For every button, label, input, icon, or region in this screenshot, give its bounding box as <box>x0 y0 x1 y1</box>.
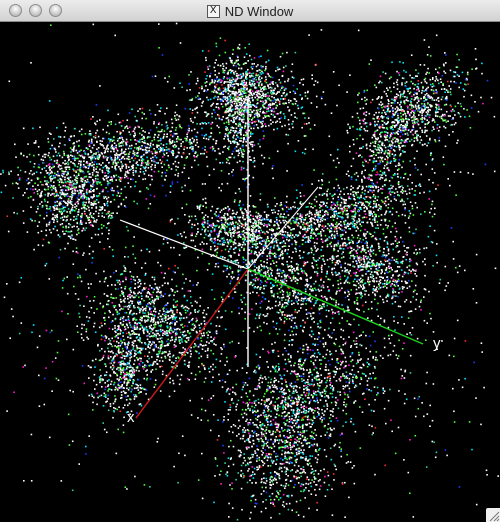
nd-scatter-plot[interactable]: x y <box>0 22 500 522</box>
axis-y-label: y <box>433 335 441 352</box>
x11-window-icon: X <box>206 4 220 18</box>
axes-group: x y <box>119 97 441 426</box>
zoom-button[interactable] <box>49 4 62 17</box>
window-title: ND Window <box>224 3 294 19</box>
title-bar[interactable]: X ND Window <box>0 0 500 22</box>
close-button[interactable] <box>9 4 22 17</box>
axis-depth <box>119 219 249 270</box>
axis-depth-back <box>247 186 319 270</box>
window-title-group: X ND Window <box>0 0 500 22</box>
axis-y <box>247 268 424 345</box>
scatter-canvas[interactable]: x y <box>0 22 500 522</box>
point-cloud <box>0 22 499 521</box>
axis-x <box>135 268 249 419</box>
resize-grip-icon[interactable] <box>486 508 500 522</box>
minimize-button[interactable] <box>29 4 42 17</box>
axis-x-label: x <box>127 409 135 426</box>
